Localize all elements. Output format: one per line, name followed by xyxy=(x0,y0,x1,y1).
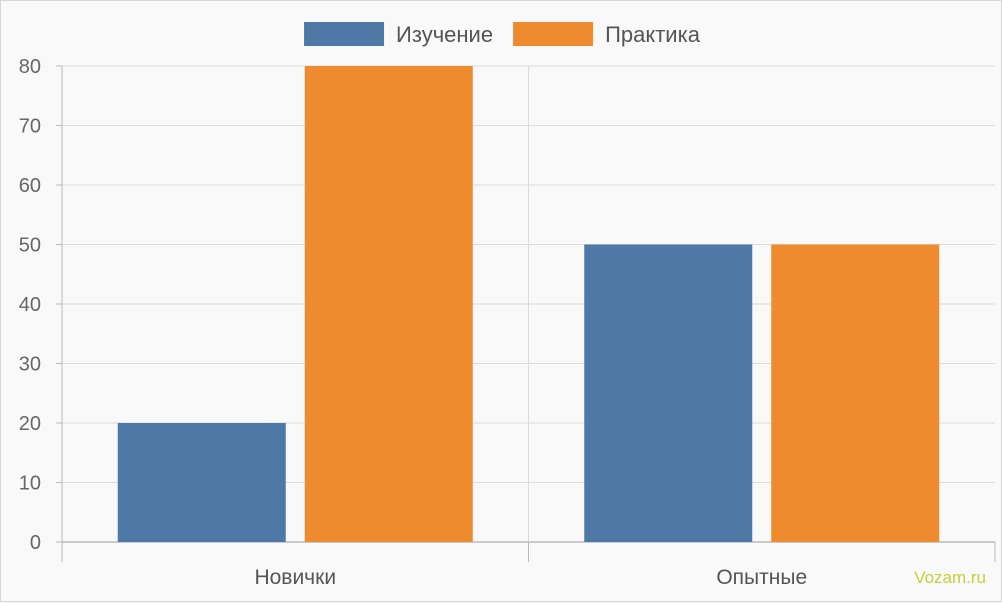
y-tick-label: 50 xyxy=(19,235,41,257)
y-tick-labels: 0 10 20 30 40 50 60 70 80 xyxy=(19,56,41,554)
y-tick-label: 60 xyxy=(19,175,41,197)
legend-item[interactable]: Практика xyxy=(513,22,701,47)
bars xyxy=(117,66,940,542)
legend-label: Изучение xyxy=(396,22,493,47)
bar xyxy=(304,66,473,542)
y-tick-label: 80 xyxy=(19,56,41,78)
legend-item[interactable]: Изучение xyxy=(304,22,493,47)
bar xyxy=(584,244,753,542)
legend-swatch xyxy=(513,22,594,46)
legend-swatch xyxy=(304,22,385,46)
y-tick-label: 20 xyxy=(19,413,41,435)
bar xyxy=(771,244,940,542)
x-category-labels: Новички Опытные xyxy=(254,566,807,589)
legend-label: Практика xyxy=(605,22,701,47)
bar xyxy=(117,423,286,542)
y-tick-label: 30 xyxy=(19,354,41,376)
y-tick-label: 10 xyxy=(19,473,41,495)
y-tick-label: 70 xyxy=(19,116,41,138)
y-tick-label: 40 xyxy=(19,294,41,316)
y-tick-label: 0 xyxy=(30,532,41,554)
legend: Изучение Практика xyxy=(304,22,701,47)
x-category-label: Новички xyxy=(254,566,336,589)
x-category-label: Опытные xyxy=(716,566,807,589)
watermark-text: Vozam.ru xyxy=(914,568,986,587)
